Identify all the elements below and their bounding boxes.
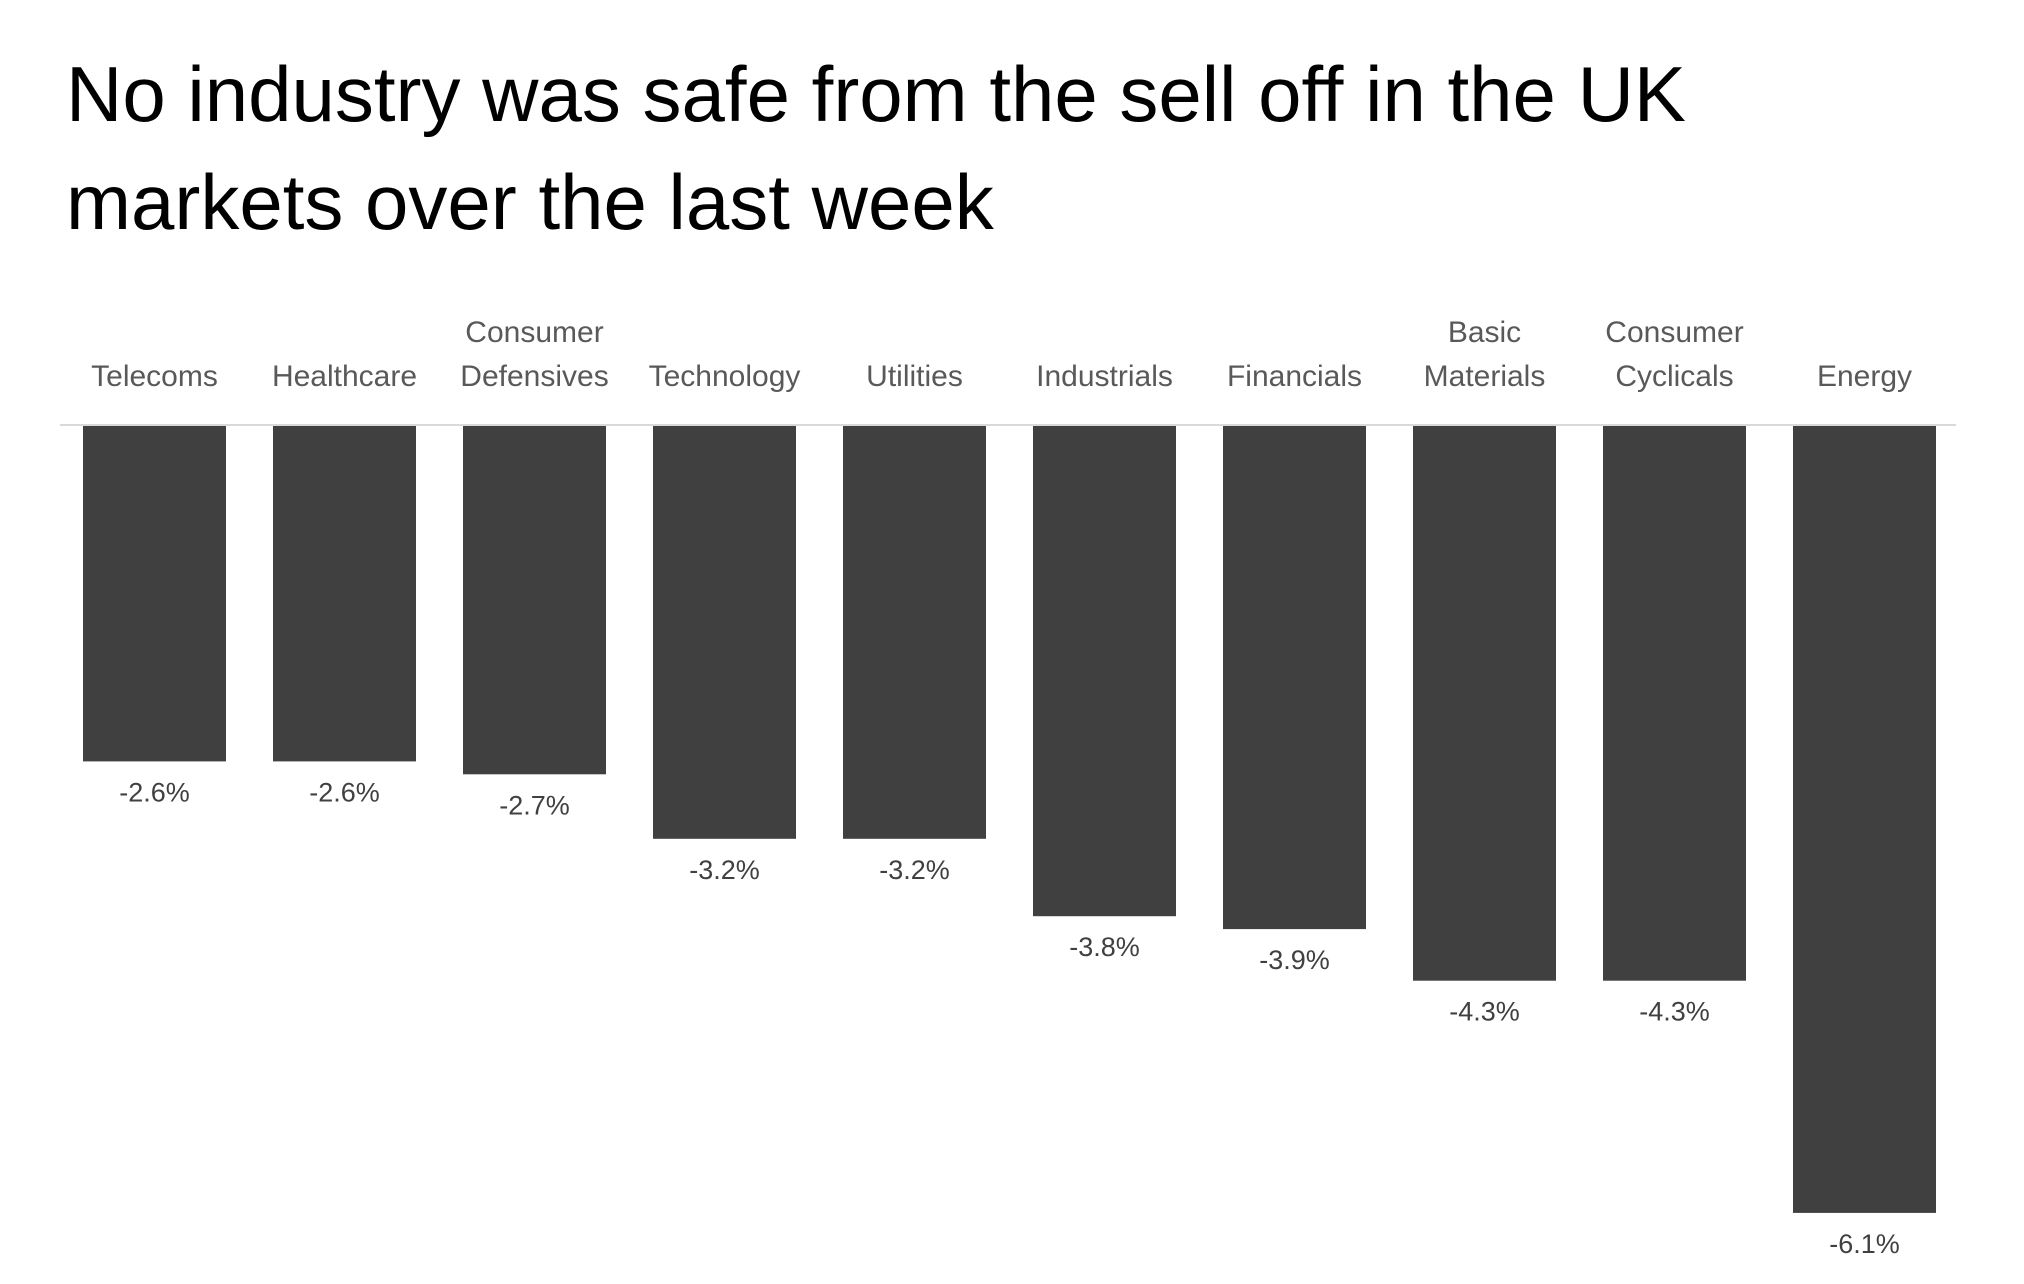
value-label: -3.8% (1069, 932, 1140, 962)
bar-industrials (1033, 426, 1176, 917)
category-label: Utilities (866, 360, 963, 393)
category-label: Basic (1448, 316, 1521, 349)
value-label: -4.3% (1639, 997, 1710, 1027)
value-labels-group: -2.6% -2.6% -2.7% -3.2% -3.2% -3.8% -3.9% -4.3%… (119, 777, 1900, 1259)
value-label: -3.9% (1259, 945, 1330, 975)
category-label: Healthcare (272, 360, 417, 393)
category-label: Telecoms (91, 360, 218, 393)
category-labels-group: Telecoms Healthcare Consumer Defensives Tech… (91, 316, 1912, 393)
chart-title: No industry was safe from the sell off i… (66, 50, 1686, 246)
category-label: Materials (1424, 360, 1546, 393)
category-label: Consumer (465, 316, 603, 349)
value-label: -6.1% (1829, 1229, 1900, 1259)
category-label: Defensives (460, 360, 608, 393)
bar-telecoms (83, 426, 226, 762)
category-label: Financials (1227, 360, 1362, 393)
value-label: -4.3% (1449, 997, 1520, 1027)
bars-group (83, 426, 1936, 1213)
bar-technology (653, 426, 796, 839)
category-label: Industrials (1036, 360, 1173, 393)
value-label: -3.2% (879, 855, 950, 885)
category-label: Consumer (1605, 316, 1743, 349)
value-label: -2.7% (499, 790, 570, 820)
category-label: Cyclicals (1615, 360, 1733, 393)
value-label: -2.6% (119, 777, 190, 807)
bar-consumer-defensives (463, 426, 606, 775)
value-label: -3.2% (689, 855, 760, 885)
category-label: Technology (649, 360, 801, 393)
bar-basic-materials (1413, 426, 1556, 981)
value-label: -2.6% (309, 777, 380, 807)
bar-financials (1223, 426, 1366, 930)
bar-energy (1793, 426, 1936, 1213)
bar-utilities (843, 426, 986, 839)
bar-healthcare (273, 426, 416, 762)
bar-consumer-cyclicals (1603, 426, 1746, 981)
category-label: Energy (1817, 360, 1912, 393)
